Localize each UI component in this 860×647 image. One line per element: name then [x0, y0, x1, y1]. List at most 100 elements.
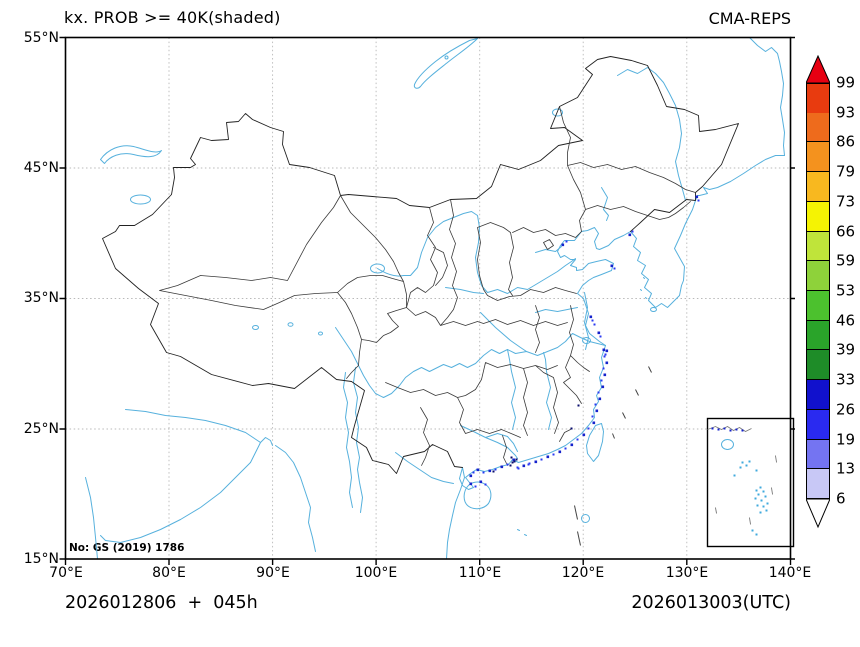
hainan-island	[463, 481, 492, 510]
colorbar-tick-label: 33	[836, 370, 856, 389]
xiang-river	[507, 349, 516, 430]
province-boundaries	[159, 106, 696, 466]
burma-coast	[275, 445, 316, 552]
colorbar-tick-label: 66	[836, 222, 856, 241]
mekong-river	[353, 367, 363, 513]
colorbar-tick-label: 13	[836, 459, 856, 478]
inset-frame	[706, 417, 795, 548]
colorbar-over-arrow	[806, 55, 830, 84]
y-tick-label-55n: 55°N	[23, 30, 59, 46]
taiwan-island	[586, 423, 604, 462]
colorbar-tick-label: 86	[836, 133, 856, 152]
lake-issyk-kul	[130, 194, 151, 205]
page-title: kx. PROB >= 40K(shaded)	[64, 8, 281, 27]
init-time-utc: 2026012806 + 045h	[65, 593, 258, 613]
jeju-island	[650, 307, 657, 312]
colorbar-band	[806, 112, 830, 143]
salween-river	[343, 372, 353, 508]
rivers-and-coastlines	[85, 37, 785, 560]
gan-river	[543, 352, 552, 430]
korea-west-islands	[640, 277, 647, 299]
qinghai-lake	[370, 263, 385, 274]
inset-island-dashes	[715, 455, 777, 525]
inset-coast-specks	[711, 427, 744, 432]
lake-balkhash	[100, 145, 162, 164]
valid-time-utc: 2026013003(UTC)	[631, 593, 791, 613]
colorbar-tick-label: 59	[836, 251, 856, 270]
hulun-lake	[552, 108, 563, 117]
y-tick-label-25n: 25°N	[23, 421, 59, 437]
south-china-sea-inset	[706, 417, 795, 548]
footer-init-times: 2026012806 + 045h 2026012814 + 045h	[65, 590, 269, 647]
songhua-river	[617, 67, 686, 201]
gridlines	[65, 37, 791, 559]
colorbar-band	[806, 172, 830, 202]
inset-coastline	[707, 426, 752, 432]
liao-river	[601, 187, 609, 221]
source-label: CMA-REPS	[708, 9, 791, 28]
colorbar-band	[806, 320, 830, 351]
colorbar-tick-label: 99	[836, 73, 856, 92]
lake-baikal	[413, 38, 478, 89]
colorbar-tick-label: 19	[836, 430, 856, 449]
pratas-island	[581, 514, 590, 523]
han-river	[480, 312, 527, 352]
pearl-river	[460, 425, 518, 459]
vietnam-coastline	[446, 467, 465, 560]
colorbar-band	[806, 439, 830, 470]
x-tick-label-80e: 80°E	[152, 565, 186, 581]
colorbar-band	[806, 380, 830, 410]
taihu-lake	[582, 337, 591, 344]
ganges-river	[125, 409, 273, 463]
colorbar-tick-label: 53	[836, 281, 856, 300]
colorbar-tick-label: 79	[836, 162, 856, 181]
x-tick-label-120e: 120°E	[561, 565, 605, 581]
ryukyu-luzon-islands	[574, 366, 652, 546]
colorbar-band	[806, 83, 830, 114]
y-tick-label-45n: 45°N	[23, 160, 59, 176]
yellow-river	[377, 211, 576, 294]
colorbar-tick-label: 73	[836, 192, 856, 211]
colorbar-band	[806, 469, 830, 499]
primorye-coast	[695, 155, 785, 201]
y-tick-label-35n: 35°N	[23, 290, 59, 306]
hai-river	[535, 246, 562, 253]
tibet-lake-3	[318, 331, 323, 336]
colorbar-tick-label: 93	[836, 103, 856, 122]
colorbar-tick-label: 6	[836, 489, 846, 508]
x-tick-label-90e: 90°E	[256, 565, 290, 581]
colorbar-band	[806, 231, 830, 262]
colorbar-band	[806, 409, 830, 440]
footer-valid-times: 2026013003(UTC) 2026013011(CST)	[540, 590, 791, 647]
license-note: No: GS (2019) 1786	[69, 542, 185, 554]
yangtze-river	[335, 327, 606, 398]
axis-ticks	[59, 36, 795, 565]
bay-of-bengal-coast	[100, 462, 251, 543]
colorbar-band	[806, 201, 830, 232]
colorbar-band	[806, 290, 830, 321]
x-tick-label-70e: 70°E	[49, 565, 83, 581]
x-tick-label-110e: 110°E	[458, 565, 502, 581]
india-west-coast	[85, 477, 98, 560]
wei-river	[445, 287, 484, 294]
shaded-probability-specks	[469, 195, 700, 488]
x-tick-label-130e: 130°E	[665, 565, 709, 581]
colorbar-band	[806, 350, 830, 381]
red-river	[395, 452, 454, 484]
x-tick-label-140e: 140°E	[768, 565, 812, 581]
national-border	[102, 56, 739, 474]
tibet-lake-1	[252, 325, 259, 330]
inset-hainan	[721, 439, 734, 450]
colorbar-band	[806, 261, 830, 291]
amur-river	[749, 37, 785, 156]
x-tick-label-100e: 100°E	[354, 565, 398, 581]
colorbar-tick-label: 46	[836, 311, 856, 330]
colorbar-under-arrow	[806, 498, 830, 529]
colorbar-band	[806, 142, 830, 173]
colorbar-tick-label: 26	[836, 400, 856, 419]
korea-coastline	[630, 200, 696, 308]
small-sea-islands	[517, 529, 527, 536]
grand-canal	[584, 292, 589, 350]
